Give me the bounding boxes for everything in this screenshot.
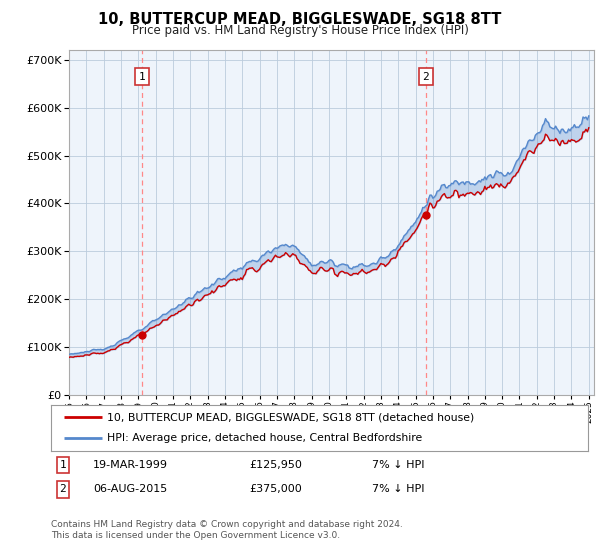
Text: Contains HM Land Registry data © Crown copyright and database right 2024.
This d: Contains HM Land Registry data © Crown c…	[51, 520, 403, 540]
Text: £125,950: £125,950	[249, 460, 302, 470]
Text: 2: 2	[59, 484, 67, 494]
Text: Price paid vs. HM Land Registry's House Price Index (HPI): Price paid vs. HM Land Registry's House …	[131, 24, 469, 36]
Text: 7% ↓ HPI: 7% ↓ HPI	[372, 484, 425, 494]
Text: 06-AUG-2015: 06-AUG-2015	[93, 484, 167, 494]
Text: 1: 1	[59, 460, 67, 470]
Text: 10, BUTTERCUP MEAD, BIGGLESWADE, SG18 8TT (detached house): 10, BUTTERCUP MEAD, BIGGLESWADE, SG18 8T…	[107, 412, 475, 422]
Text: 19-MAR-1999: 19-MAR-1999	[93, 460, 168, 470]
Text: £375,000: £375,000	[249, 484, 302, 494]
Text: 10, BUTTERCUP MEAD, BIGGLESWADE, SG18 8TT: 10, BUTTERCUP MEAD, BIGGLESWADE, SG18 8T…	[98, 12, 502, 27]
Text: HPI: Average price, detached house, Central Bedfordshire: HPI: Average price, detached house, Cent…	[107, 433, 422, 444]
Text: 7% ↓ HPI: 7% ↓ HPI	[372, 460, 425, 470]
Text: 2: 2	[422, 72, 430, 82]
Text: 1: 1	[139, 72, 145, 82]
